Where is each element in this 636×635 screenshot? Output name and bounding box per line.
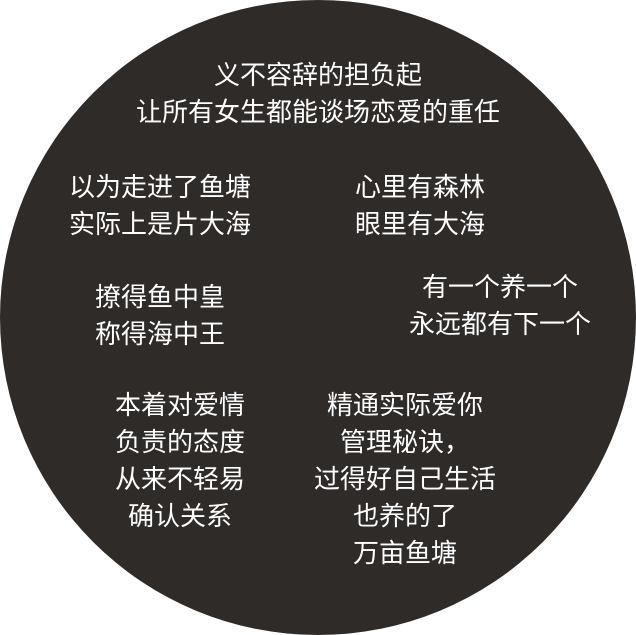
text-line: 撩得鱼中皇	[94, 283, 225, 313]
text-block-bottom-right: 精通实际爱你 管理秘诀， 过得好自己生活 也养的了 万亩鱼塘	[290, 388, 520, 573]
text-block-bottom-left: 本着对爱情 负责的态度 从来不轻易 确认关系	[60, 388, 300, 536]
text-line: 也养的了	[352, 502, 457, 532]
text-line: 以为走进了鱼塘	[68, 173, 251, 203]
text-block-lower-right: 有一个养一个 永远都有下一个	[380, 270, 620, 344]
text-line: 义不容辞的担负起	[213, 61, 422, 91]
text-line: 有一个养一个	[421, 273, 578, 303]
text-line: 心里有森林	[354, 173, 485, 203]
text-block-middle-right: 心里有森林 眼里有大海	[320, 170, 520, 244]
text-line: 永远都有下一个	[408, 310, 591, 340]
text-line: 精通实际爱你	[326, 391, 483, 421]
text-line: 让所有女生都能谈场恋爱的重任	[135, 98, 500, 128]
text-line: 称得海中王	[94, 320, 225, 350]
text-block-middle-left: 以为走进了鱼塘 实际上是片大海	[40, 170, 280, 244]
text-line: 管理秘诀，	[339, 428, 470, 458]
text-line: 万亩鱼塘	[352, 539, 457, 569]
text-line: 过得好自己生活	[313, 465, 496, 495]
text-line: 从来不轻易	[114, 465, 245, 495]
text-line: 本着对爱情	[114, 391, 245, 421]
text-block-lower-left: 撩得鱼中皇 称得海中王	[40, 280, 280, 354]
text-block-top: 义不容辞的担负起 让所有女生都能谈场恋爱的重任	[0, 58, 636, 132]
text-line: 确认关系	[127, 502, 232, 532]
text-line: 眼里有大海	[354, 210, 485, 240]
text-line: 实际上是片大海	[68, 210, 251, 240]
text-line: 负责的态度	[114, 428, 245, 458]
